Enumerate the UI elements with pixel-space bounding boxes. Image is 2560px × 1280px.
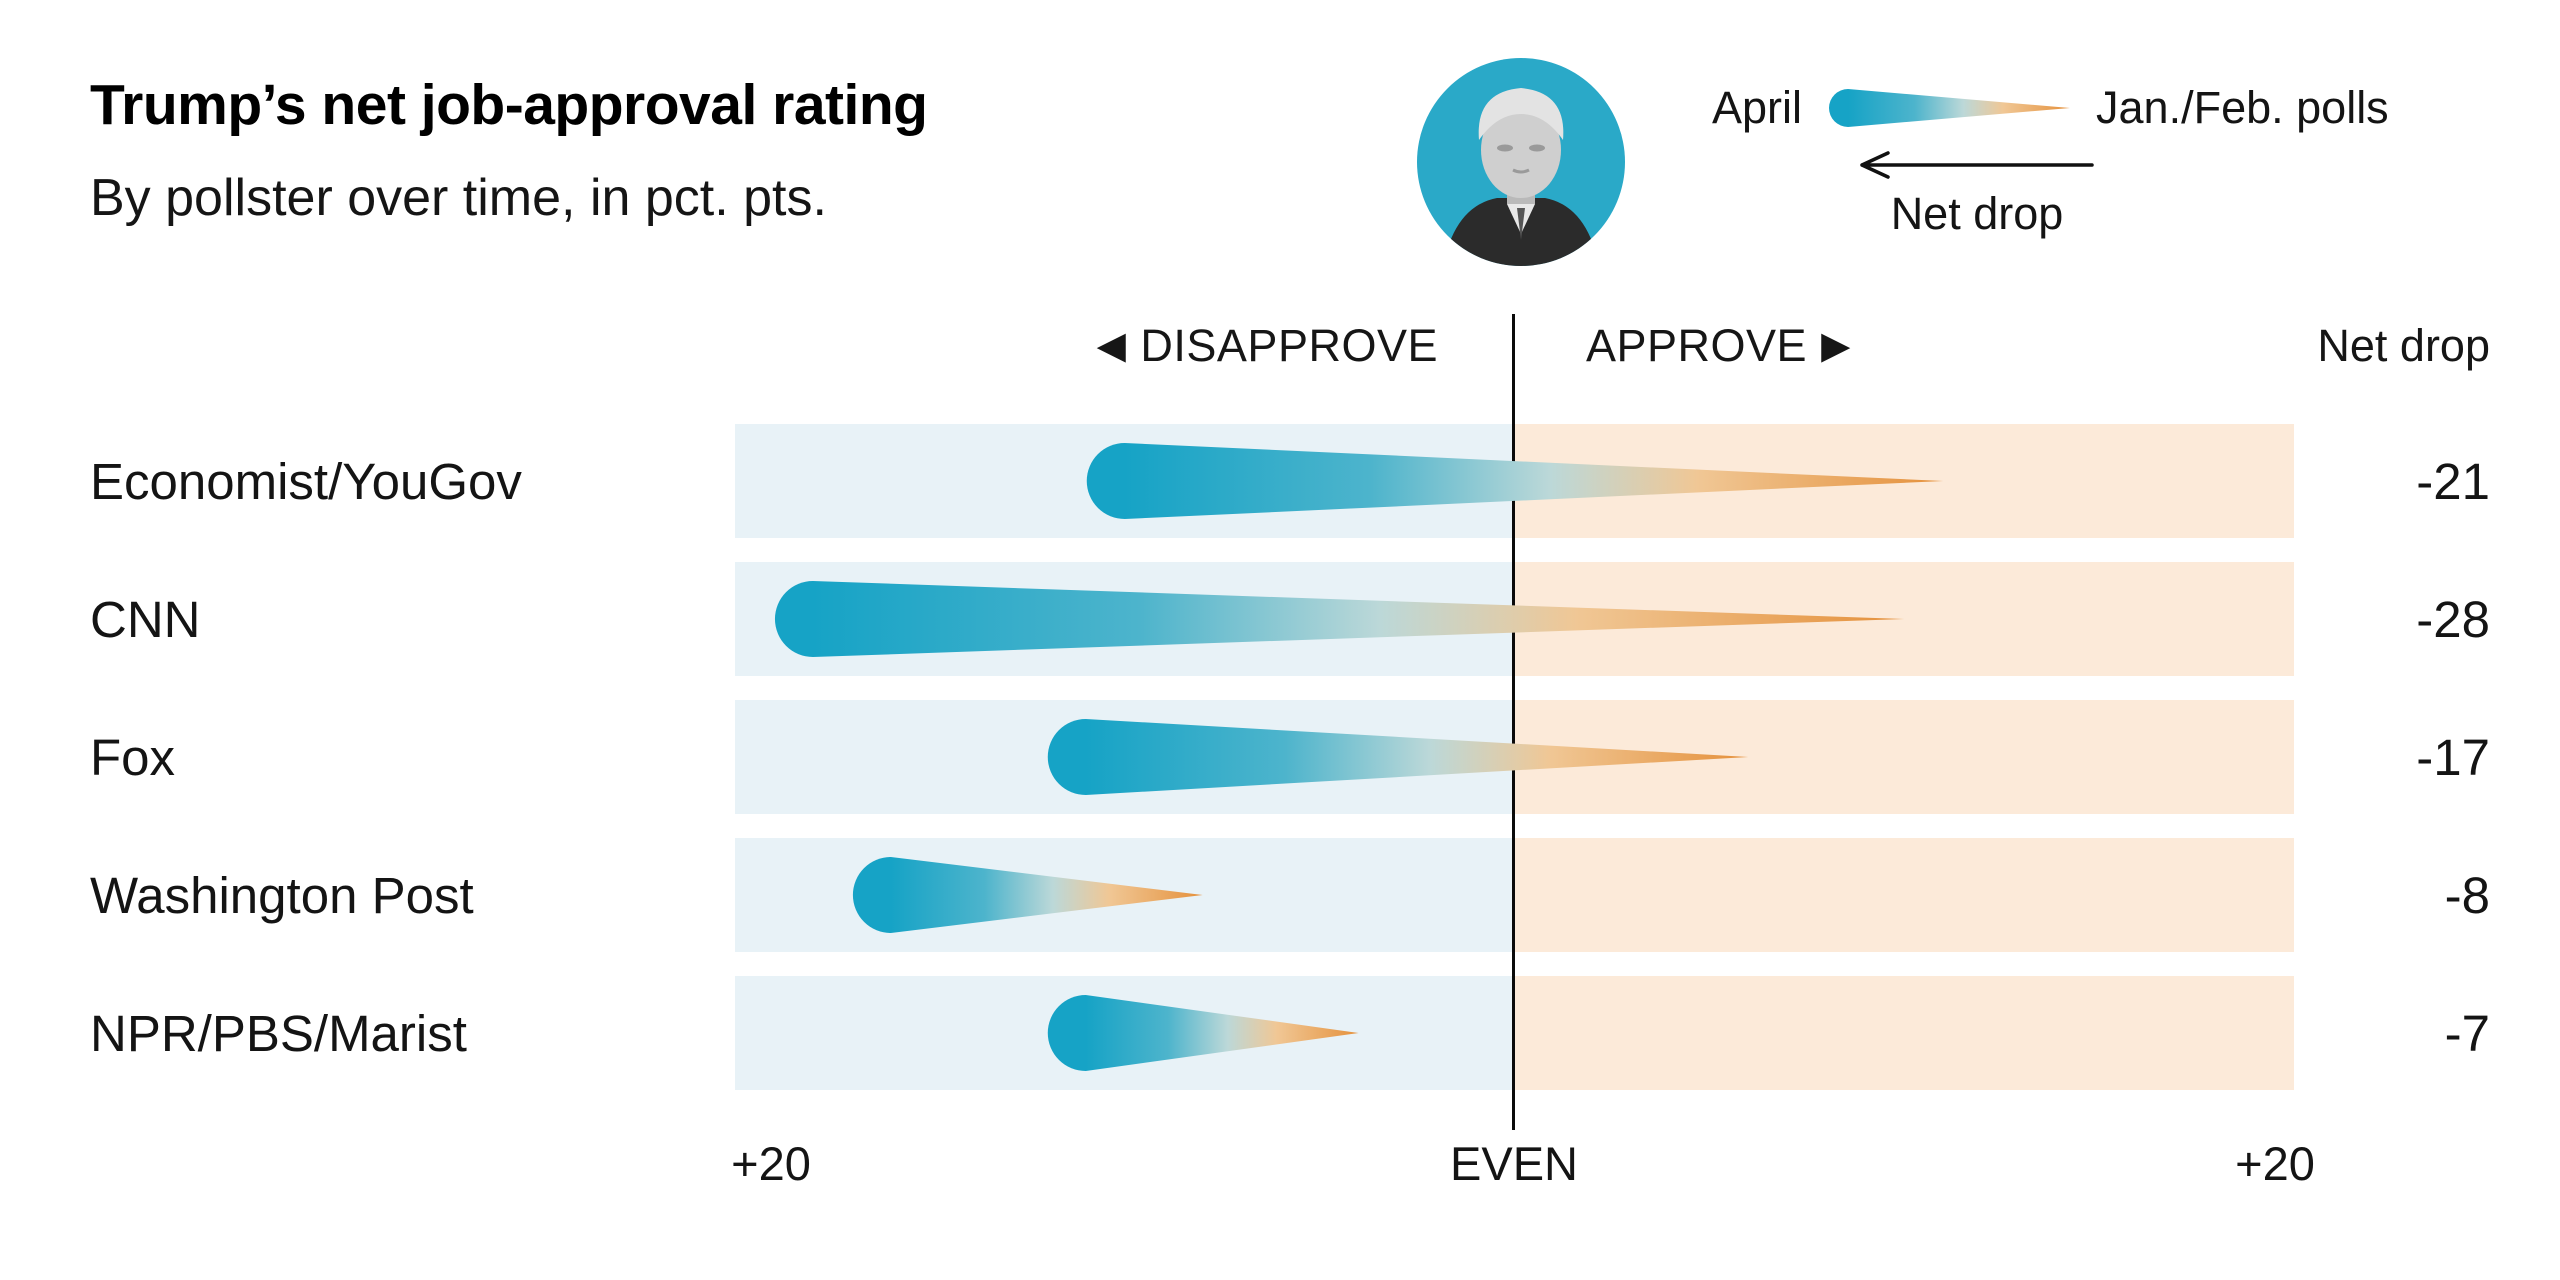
plot-band xyxy=(735,976,2294,1090)
net-drop-arrow-icon xyxy=(1860,151,2094,179)
pollster-rows: Economist/YouGov -21 CNN -28 Fox -17 Was… xyxy=(0,424,2560,1114)
column-headers: ◀ DISAPPROVE APPROVE ▶ Net drop xyxy=(0,320,2560,392)
trump-portrait-photo xyxy=(1417,58,1625,266)
comet-mark xyxy=(852,857,1203,933)
legend-netdrop-label: Net drop xyxy=(1890,188,2064,239)
comet-mark xyxy=(1047,719,1749,795)
axis-even-label: EVEN xyxy=(1450,1137,1578,1190)
chart-title: Trump’s net job-approval rating xyxy=(90,73,928,137)
pollster-label: NPR/PBS/Marist xyxy=(90,1004,467,1062)
net-drop-header: Net drop xyxy=(2317,320,2490,371)
net-drop-value: -7 xyxy=(2444,1004,2490,1062)
pollster-label: Washington Post xyxy=(90,866,474,924)
pollster-row-washington-post: Washington Post -8 xyxy=(0,838,2560,952)
disapprove-triangle-icon: ◀ xyxy=(1096,325,1127,367)
pollster-row-cnn: CNN -28 xyxy=(0,562,2560,676)
even-axis-line xyxy=(1512,314,1515,1130)
comet-mark xyxy=(1047,995,1359,1071)
legend-janfeb-label: Jan./Feb. polls xyxy=(2096,82,2389,133)
axis-right-label: +20 xyxy=(2235,1137,2315,1190)
approve-band-bg xyxy=(1514,976,2294,1090)
axis-left-label: +20 xyxy=(731,1137,811,1190)
plot-band xyxy=(735,700,2294,814)
plot-band xyxy=(735,562,2294,676)
approve-triangle-icon: ▶ xyxy=(1821,325,1851,367)
pollster-label: Fox xyxy=(90,728,176,786)
pollster-label: CNN xyxy=(90,590,201,648)
chart-subtitle: By pollster over time, in pct. pts. xyxy=(90,169,827,227)
pollster-row-fox: Fox -17 xyxy=(0,700,2560,814)
pollster-row-npr-pbs-marist: NPR/PBS/Marist -7 xyxy=(0,976,2560,1090)
plot-band xyxy=(735,838,2294,952)
legend: April Jan./Feb. polls Net drop xyxy=(1712,82,2389,240)
disapprove-header: ◀ DISAPPROVE xyxy=(0,320,1438,372)
x-axis: +20 EVEN +20 xyxy=(731,1136,2315,1196)
net-drop-value: -28 xyxy=(2416,590,2490,648)
net-drop-value: -21 xyxy=(2416,452,2490,510)
legend-april-label: April xyxy=(1712,82,1803,133)
pollster-label: Economist/YouGov xyxy=(90,452,522,510)
approve-header: APPROVE ▶ xyxy=(1586,320,1851,372)
comet-mark xyxy=(774,581,1905,657)
pollster-row-economist-yougov: Economist/YouGov -21 xyxy=(0,424,2560,538)
net-drop-value: -17 xyxy=(2416,728,2490,786)
approve-band-bg xyxy=(1514,838,2294,952)
legend-comet-icon xyxy=(1829,89,2071,127)
net-drop-value: -8 xyxy=(2444,866,2490,924)
disapprove-header-label: DISAPPROVE xyxy=(1140,320,1438,371)
legend-row: April Jan./Feb. polls xyxy=(1712,82,2389,134)
plot-band xyxy=(735,424,2294,538)
comet-mark xyxy=(1086,443,1944,519)
approve-header-label: APPROVE xyxy=(1586,320,1808,371)
trump-portrait-image xyxy=(1417,58,1625,266)
